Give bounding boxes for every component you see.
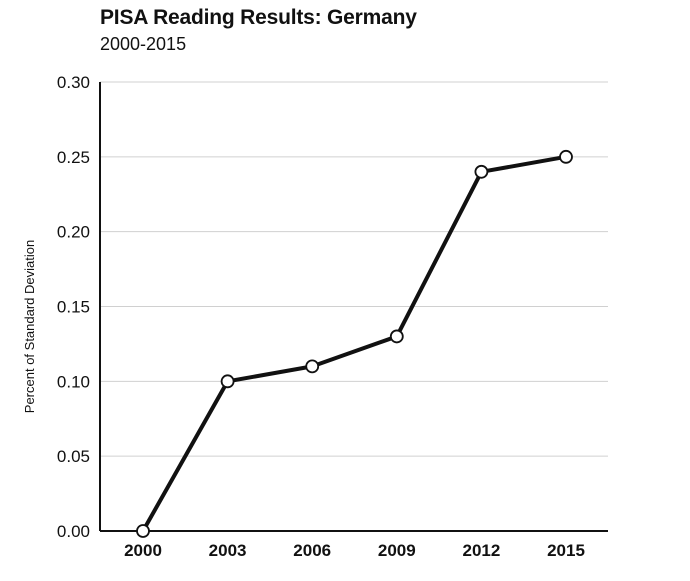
data-point — [136, 524, 150, 538]
x-tick-label: 2012 — [462, 541, 500, 560]
y-tick-label: 0.05 — [57, 447, 90, 466]
y-tick-label: 0.25 — [57, 148, 90, 167]
y-tick-label: 0.30 — [57, 73, 90, 92]
series-line — [141, 154, 567, 532]
x-tick-labels: 2000 2003 2006 2009 2012 2015 — [124, 541, 585, 560]
x-tick-label: 2009 — [378, 541, 416, 560]
x-tick-label: 2000 — [124, 541, 162, 560]
x-tick-label: 2003 — [209, 541, 247, 560]
x-tick-label: 2006 — [293, 541, 331, 560]
chart-title: PISA Reading Results: Germany — [100, 6, 417, 29]
y-tick-label: 0.20 — [57, 223, 90, 242]
grid-lines — [100, 81, 608, 457]
data-point — [305, 359, 320, 374]
data-points — [136, 149, 573, 538]
data-point — [220, 374, 235, 389]
data-point — [389, 329, 404, 344]
y-tick-labels: 0.00 0.05 0.10 0.15 0.20 0.25 0.30 — [57, 73, 90, 541]
y-tick-label: 0.00 — [57, 522, 90, 541]
y-tick-label: 0.15 — [57, 298, 90, 317]
data-point — [474, 164, 489, 179]
y-tick-label: 0.10 — [57, 372, 90, 391]
y-axis-label: Percent of Standard Deviation — [22, 240, 37, 413]
data-point — [559, 149, 573, 164]
chart-subtitle: 2000-2015 — [100, 34, 187, 54]
x-tick-label: 2015 — [547, 541, 585, 560]
